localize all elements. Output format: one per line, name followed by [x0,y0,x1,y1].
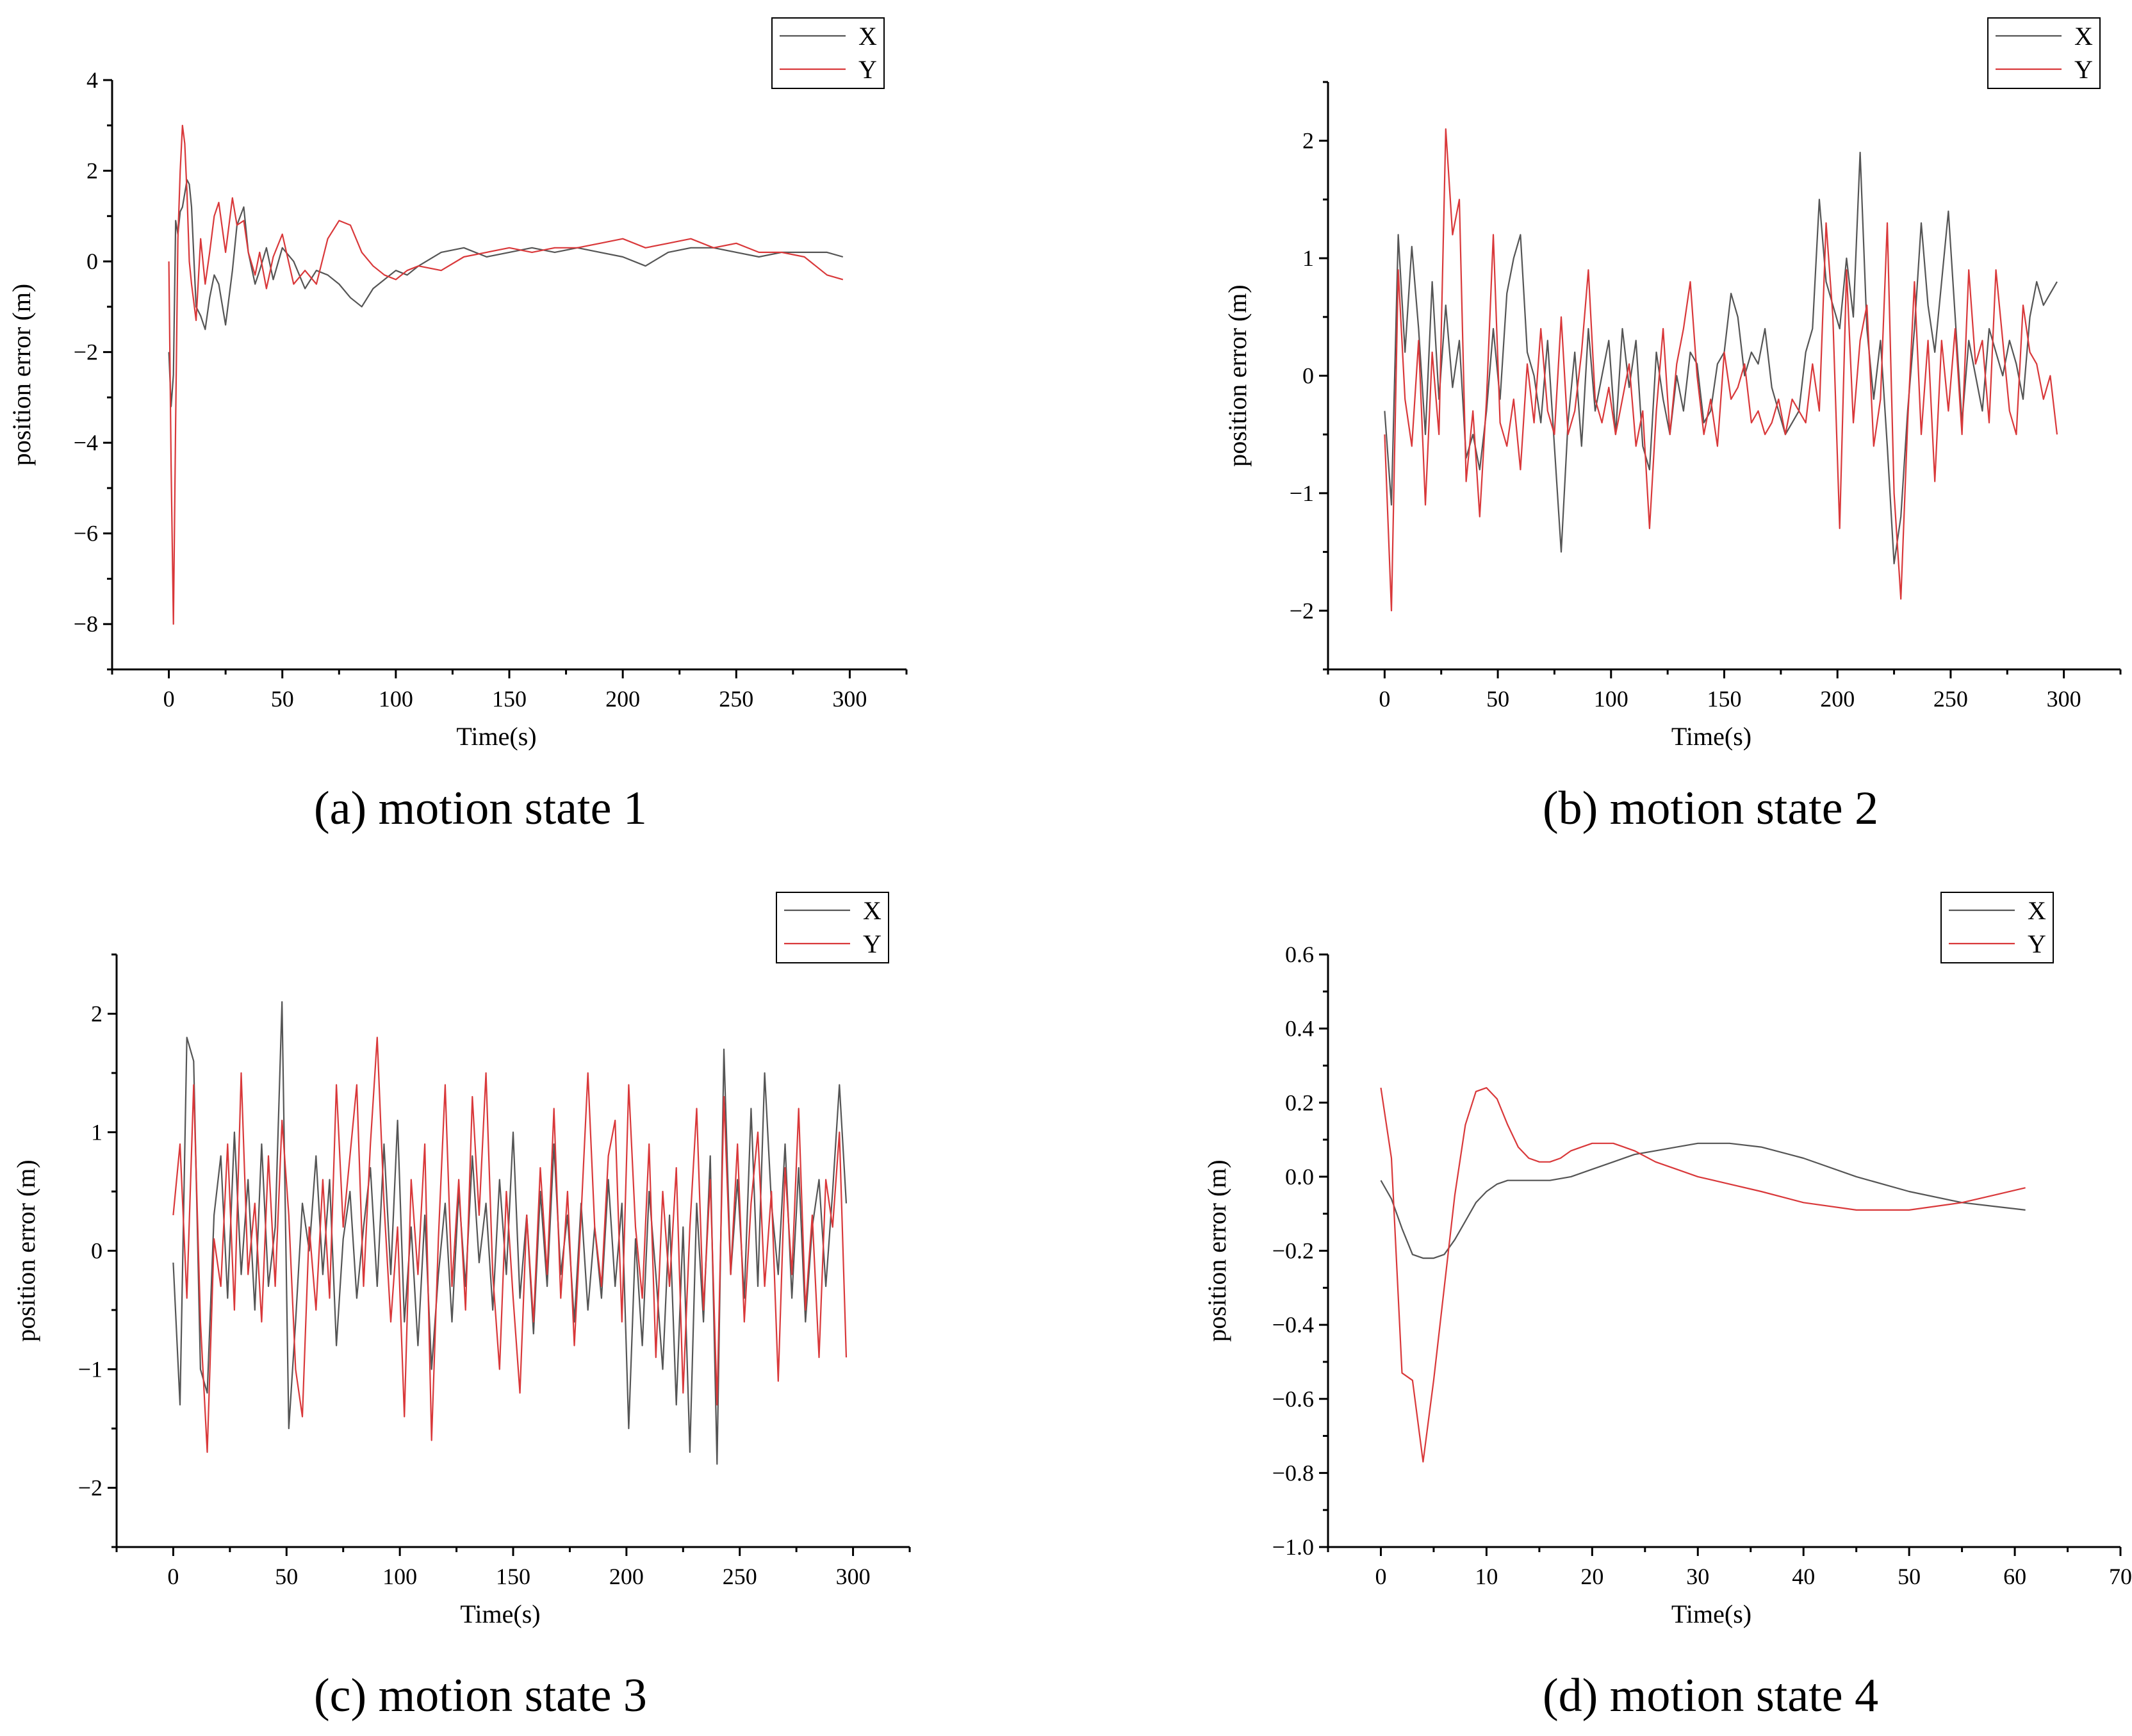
x-tick-label: 150 [1707,686,1742,712]
y-tick-label: 2 [1302,128,1314,154]
legend-label-x: X [2074,22,2093,51]
y-tick-label: 1 [91,1120,102,1145]
y-tick-label: 0.0 [1285,1164,1314,1190]
y-tick-label: 0 [91,1238,102,1264]
x-tick-label: 100 [1594,686,1628,712]
y-tick-label: −0.2 [1272,1238,1314,1264]
y-tick-label: 0 [86,249,98,274]
x-tick-label: 50 [275,1564,298,1589]
y-axis-label: position error (m) [7,284,36,466]
y-tick-label: −1.0 [1272,1534,1314,1560]
x-tick-label: 0 [1379,686,1390,712]
legend-label-y: Y [863,929,882,958]
legend: XY [1987,17,2101,89]
series-line-x [1384,151,2058,565]
y-tick-label: −1 [78,1357,102,1382]
y-tick-label: −2 [78,1475,102,1501]
chart-panel-c: 0 50 100 150 200 250 300 −2 −1 0 1 2 Time(s) position… [12,892,911,1628]
x-axis-label: Time(s) [456,722,536,751]
series-line-y [168,124,844,625]
x-tick-label: 300 [2047,686,2081,712]
x-tick-label: 250 [719,686,753,712]
legend-label-x: X [858,22,877,51]
caption-c: (c) motion state 3 [314,1669,647,1722]
y-tick-label: 2 [86,158,98,184]
y-tick-label: 0 [1302,363,1314,389]
legend-box [776,892,889,963]
y-tick-label: 0.6 [1285,942,1314,967]
y-tick-label: −0.8 [1272,1460,1314,1486]
x-tick-label: 300 [832,686,867,712]
x-axis-label: Time(s) [1671,722,1751,751]
x-tick-label: 250 [1933,686,1968,712]
x-tick-label: 200 [1820,686,1855,712]
series-line-x [1380,1142,2026,1259]
chart-panel-a: 0 50 100 150 200 250 300 −8 −6 −4 −2 0 2 4 Time(s) posi… [7,17,908,751]
caption-d: (d) motion state 4 [1543,1669,1879,1722]
x-tick-label: 150 [492,686,527,712]
series-line-x [172,1001,848,1465]
x-tick-label: 10 [1475,1564,1498,1589]
chart-panel-b: 0 50 100 150 200 250 300 −2 −1 0 1 2 Time(s) position… [1223,17,2122,751]
x-tick-label: 50 [271,686,294,712]
legend-label-x: X [863,896,882,925]
legend-label-y: Y [858,55,877,84]
x-axis-label: Time(s) [460,1600,540,1628]
x-tick-label: 40 [1792,1564,1815,1589]
legend-box [1940,892,2054,963]
x-tick-label: 300 [836,1564,871,1589]
y-tick-label: −2 [1290,598,1314,623]
legend: XY [771,17,885,89]
x-tick-label: 0 [163,686,175,712]
x-tick-label: 200 [609,1564,644,1589]
series-line-y [1380,1086,2026,1463]
legend-box [1987,17,2101,89]
y-axis-label: position error (m) [1223,284,1252,466]
y-axis-label: position error (m) [12,1159,40,1341]
series-line-x [168,179,844,407]
series-line-y [172,1036,848,1453]
legend: XY [1940,892,2054,963]
x-tick-label: 60 [2003,1564,2026,1589]
x-axis-label: Time(s) [1671,1600,1751,1628]
x-tick-label: 50 [1898,1564,1921,1589]
x-tick-label: 150 [496,1564,530,1589]
y-tick-label: −0.4 [1272,1312,1314,1338]
caption-b: (b) motion state 2 [1543,782,1879,835]
y-tick-label: 0.2 [1285,1090,1314,1115]
x-tick-label: 200 [605,686,640,712]
x-tick-label: 30 [1686,1564,1709,1589]
legend-label-x: X [2028,896,2046,925]
legend-label-y: Y [2028,929,2046,958]
y-tick-label: −6 [74,521,98,546]
y-tick-label: −1 [1290,480,1314,506]
x-tick-label: 70 [2109,1564,2132,1589]
y-tick-label: −8 [74,611,98,637]
y-tick-label: −2 [74,340,98,365]
x-tick-label: 100 [379,686,413,712]
y-tick-label: −4 [74,430,98,455]
y-tick-label: 4 [86,67,98,93]
y-tick-label: 2 [91,1001,102,1027]
y-tick-label: −0.6 [1272,1386,1314,1412]
x-tick-label: 100 [382,1564,417,1589]
x-tick-label: 250 [723,1564,757,1589]
chart-panel-d: 0 10 20 30 40 50 60 70 −1.0 −0.8 −0.6 −0.4 −0.2 0.0 0.… [1202,892,2132,1628]
legend-box [771,17,885,89]
y-tick-label: 1 [1302,245,1314,271]
legend: XY [776,892,889,963]
caption-a: (a) motion state 1 [314,782,647,835]
x-tick-label: 0 [1375,1564,1386,1589]
series-line-y [1384,128,2058,612]
x-tick-label: 50 [1486,686,1509,712]
y-tick-label: 0.4 [1285,1016,1314,1042]
x-tick-label: 0 [167,1564,179,1589]
y-axis-label: position error (m) [1202,1159,1231,1341]
x-tick-label: 20 [1580,1564,1603,1589]
legend-label-y: Y [2074,55,2093,84]
